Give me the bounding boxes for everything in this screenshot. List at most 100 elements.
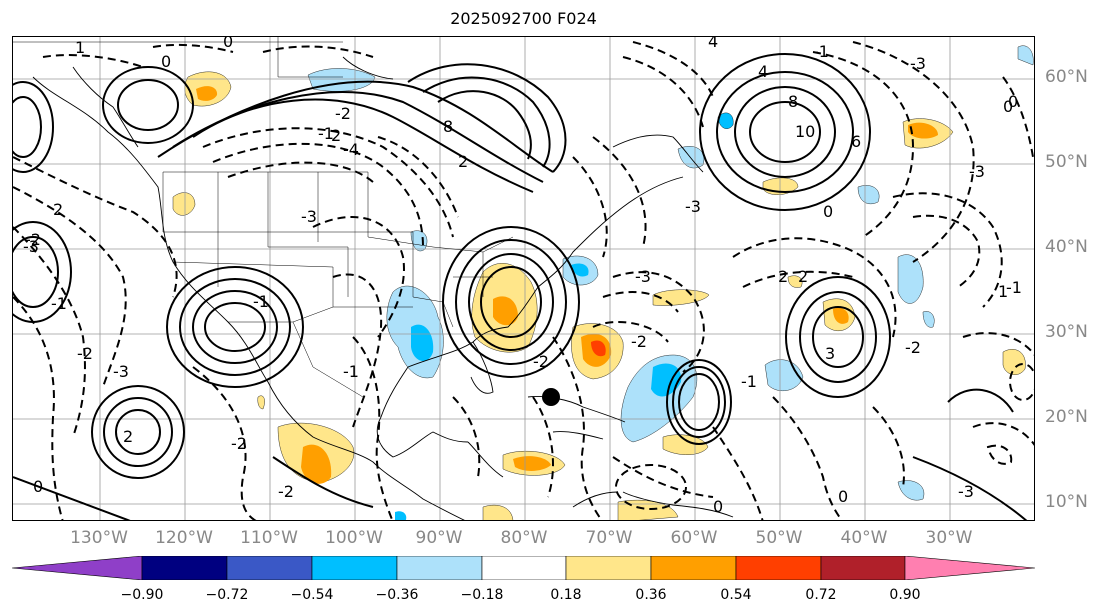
contour-label: -2 [278, 482, 294, 501]
colorbar-segment [141, 556, 228, 580]
contour-label: 0 [713, 497, 723, 516]
lon-label: 30°W [925, 528, 973, 548]
contour-label: 0 [823, 202, 833, 221]
contour-label: 10 [795, 122, 815, 141]
lat-label: 60°N [1045, 67, 1088, 87]
lon-label: 80°W [500, 528, 548, 548]
lon-label: 90°W [415, 528, 463, 548]
colorbar-segment [481, 556, 567, 580]
contour-label: 1 [998, 282, 1008, 301]
contour-label: 2 [798, 267, 808, 286]
positive-anomaly-patch [1002, 349, 1026, 375]
negative-anomaly-patch [897, 480, 925, 501]
colorbar-segment [565, 556, 652, 580]
contour-label: 3 [825, 344, 835, 363]
contour-label: -2 [533, 352, 549, 371]
contour-label: -1 [1006, 278, 1022, 297]
map-title: 2025092700 F024 [450, 9, 597, 28]
colorbar-segment [396, 556, 483, 580]
contour-label: -2 [905, 338, 921, 357]
contour-label: -1 [253, 292, 269, 311]
contour-label: 4 [708, 37, 718, 51]
lon-label: 60°W [670, 528, 718, 548]
contour-label: -3 [301, 207, 317, 226]
colorbar-segment [735, 556, 822, 580]
contour-label: -3 [685, 197, 701, 216]
contour-label: 2 [331, 126, 341, 145]
positive-anomaly-patch [591, 340, 606, 357]
lon-label: 110°W [240, 528, 298, 548]
colorbar-tick-label: 0.18 [550, 587, 582, 603]
positive-anomaly-patch [833, 307, 849, 324]
positive-anomaly-patch [908, 122, 938, 139]
negative-anomaly-patch [922, 311, 935, 328]
negative-anomaly-patch [651, 363, 682, 397]
negative-anomaly-patch [571, 263, 589, 277]
contour-label: -2 [25, 230, 41, 249]
forecast-map: 1 0 0 -1 2 -2 -4 -3 8 2 4 4 8 10 6 -3 -3… [13, 37, 1034, 520]
colorbar-tick-label: 0.36 [635, 587, 667, 603]
lat-label: 10°N [1045, 492, 1088, 512]
contour-label: -1 [318, 124, 334, 143]
positive-anomaly-patch [1017, 45, 1034, 66]
colorbar-tick-label: −0.36 [375, 587, 419, 603]
negative-anomaly-patch [410, 230, 428, 252]
contour-label: -2 [77, 344, 93, 363]
positive-anomaly-patch [493, 296, 518, 326]
state-borders [13, 37, 514, 398]
contour-label: -2 [231, 434, 247, 453]
coastlines [32, 56, 734, 520]
contour-label: 1 [75, 38, 85, 57]
shaded-anomaly-fields [172, 45, 1034, 520]
colorbar-segment [311, 556, 398, 580]
positive-anomaly-patch [482, 504, 513, 520]
contour-label: -3 [969, 162, 985, 181]
lat-label: 20°N [1045, 407, 1088, 427]
positive-anomaly-patch [196, 86, 218, 101]
positive-anomaly-patch [172, 192, 196, 216]
contour-label: -1 [813, 42, 829, 61]
colorbar-over-arrow [904, 556, 1035, 580]
contour-label: 6 [851, 132, 861, 151]
colorbar-segment [820, 556, 906, 580]
graticule [13, 37, 1034, 520]
contour-label: 0 [838, 487, 848, 506]
lat-label: 30°N [1045, 322, 1088, 342]
contour-label: -3 [958, 482, 974, 501]
dashed-contours [13, 41, 1034, 520]
map-panel: 1 0 0 -1 2 -2 -4 -3 8 2 4 4 8 10 6 -3 -3… [12, 36, 1035, 521]
lon-label: 40°W [840, 528, 888, 548]
colorbar-tick-label: 0.90 [889, 587, 921, 603]
negative-anomaly-patch [395, 511, 407, 520]
colorbar-under-arrow [12, 556, 143, 580]
contour-label: 0 [1003, 97, 1013, 116]
contour-label: 0 [33, 477, 43, 496]
contour-label: -4 [343, 140, 359, 159]
contour-label: 4 [758, 62, 768, 81]
colorbar-tick-label: 0.54 [720, 587, 752, 603]
contour-label: 8 [788, 92, 798, 111]
positive-anomaly-patch [257, 395, 265, 410]
lon-label: 130°W [70, 528, 128, 548]
positive-anomaly-patch [301, 444, 332, 484]
lon-label: 50°W [755, 528, 803, 548]
contour-label: -1 [343, 362, 359, 381]
contour-label: 0 [223, 37, 233, 51]
contour-label: -2 [335, 104, 351, 123]
contour-label: 2 [778, 267, 788, 286]
contour-label: 2 [123, 427, 133, 446]
negative-anomaly-patch [857, 185, 880, 205]
contour-label: -1 [741, 372, 757, 391]
contour-labels: 1 0 0 -1 2 -2 -4 -3 8 2 4 4 8 10 6 -3 -3… [23, 37, 1022, 516]
location-marker [542, 388, 560, 406]
negative-anomaly-patch [677, 146, 705, 169]
contour-label: -3 [113, 362, 129, 381]
lat-label: 50°N [1045, 152, 1088, 172]
lat-label: 40°N [1045, 237, 1088, 257]
lon-label: 100°W [325, 528, 383, 548]
negative-anomaly-patch [897, 254, 924, 304]
contour-label: -3 [23, 237, 39, 256]
colorbar-tick-label: −0.18 [460, 587, 504, 603]
colorbar-tick-label: 0.72 [805, 587, 837, 603]
negative-anomaly-patch [717, 112, 734, 129]
